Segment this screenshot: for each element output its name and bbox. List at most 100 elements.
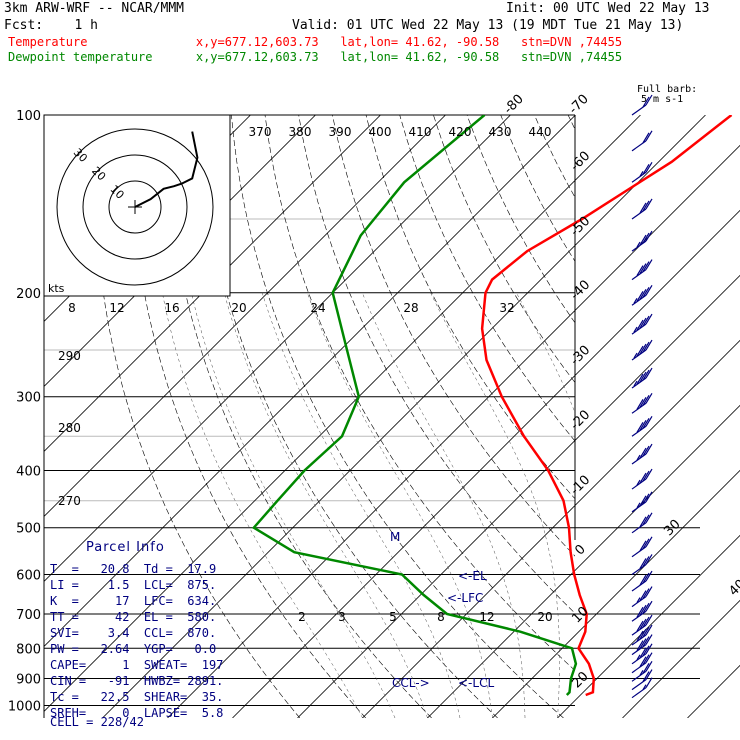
wind-barb-flag	[642, 662, 650, 674]
wind-barb	[631, 198, 653, 220]
theta-e-label: 430	[489, 125, 512, 139]
wind-barb-flag	[642, 616, 650, 628]
dewpoint-legend: Dewpoint temperature x,y=677.12,603.73 l…	[8, 50, 623, 64]
isotherm-line	[44, 115, 641, 713]
dry-adiabat	[163, 115, 432, 718]
dry-adiabat	[500, 115, 575, 262]
isobar-lines	[43, 114, 700, 718]
dry-adiabat	[332, 115, 575, 557]
dry-adiabat	[129, 115, 366, 718]
wind-barb	[631, 570, 653, 592]
theta-e-label: 390	[329, 125, 352, 139]
parcel-row: SVI= 3.4 CCL= 870.	[50, 626, 217, 640]
wind-barb-flag	[642, 394, 650, 406]
isotherm-line	[622, 599, 740, 718]
wind-barb	[631, 415, 653, 437]
dry-adiabat	[197, 115, 498, 718]
wind-barb-flag	[645, 600, 653, 612]
wind-barb-flag	[642, 671, 650, 682]
dry-adiabat	[298, 115, 575, 614]
wind-barb-flag	[642, 645, 650, 657]
isotherm-line	[44, 115, 511, 583]
wind-barb-flag	[642, 556, 650, 567]
wind-barb-flag	[639, 590, 647, 601]
level-annotation: <-LCL	[458, 676, 494, 690]
theta-e-label: 420	[449, 125, 472, 139]
isotherm-label: -60	[568, 149, 594, 175]
temperature-legend: Temperature x,y=677.12,603.73 lat,lon= 4…	[8, 35, 623, 49]
parcel-row: LI = 1.5 LCL= 875.	[50, 578, 217, 592]
wind-barb-half	[639, 669, 644, 676]
wind-barb-flag	[639, 288, 647, 300]
barb-key-line1: Full barb:	[637, 84, 698, 95]
moist-adiabat	[655, 293, 726, 718]
speed-tick-label: 12	[109, 301, 124, 315]
wind-barb-flag	[645, 443, 653, 455]
wind-barb-flag	[642, 654, 650, 666]
wind-barb	[631, 586, 653, 608]
moist-adiabat	[223, 292, 428, 718]
mixing-ratio-label: 12	[479, 610, 494, 624]
theta-e-label: 380	[289, 125, 312, 139]
isotherm-line	[44, 115, 576, 648]
dry-adiabat	[264, 115, 575, 671]
wind-barb-flag	[645, 491, 653, 503]
axis-labels: 100 200 300 400 500 600 700 800 900 1000 -80 -70 -60…	[8, 92, 740, 715]
dry-adiabat	[231, 115, 564, 718]
wind-barb-flag	[645, 367, 653, 379]
parcel-info-box: Parcel Info T = 20.8 Td = 17.9 LI = 1.5 …	[44, 537, 234, 729]
wind-barb-flag	[642, 636, 650, 647]
wind-barb-flag	[642, 261, 650, 272]
wind-barb-half	[636, 241, 641, 248]
parcel-row: PW = 2.64 YGP= 0.0	[50, 642, 217, 656]
wind-barb-flag	[645, 570, 653, 582]
pressure-tick-label: 500	[16, 522, 41, 537]
wind-barb-flag	[645, 415, 653, 427]
level-annotation: <-EL	[458, 569, 487, 583]
wind-barb-half	[636, 502, 641, 509]
speed-tick-label: 24	[310, 301, 325, 315]
wind-barb-flag	[639, 234, 647, 246]
wind-barb-flag	[639, 495, 647, 507]
isotherm-label: -50	[568, 214, 594, 240]
wind-barb	[631, 468, 653, 490]
wind-barb-flag	[645, 94, 653, 106]
wind-barb-flag	[645, 198, 653, 210]
level-annotation: <-LFC	[447, 591, 483, 605]
wind-barb	[631, 284, 653, 306]
hodograph-ring	[56, 128, 214, 286]
parcel-row: Tc = 22.5 SHEAR= 35.	[50, 690, 224, 704]
wind-barb-flag	[639, 396, 647, 408]
speed-tick-label: 16	[164, 301, 179, 315]
parcel-info-title: Parcel Info	[86, 540, 165, 555]
mixing-ratio-label: 20	[537, 610, 552, 624]
wind-barb-flag	[642, 417, 650, 429]
isotherm-label: -80	[501, 92, 527, 118]
wind-barb-flag	[645, 284, 653, 296]
wind-barb-flag	[645, 536, 653, 548]
pressure-tick-label: 600	[16, 568, 41, 583]
isotherm-label: -10	[568, 473, 594, 499]
wind-barb-flag	[642, 572, 650, 584]
wind-barb-flag	[645, 161, 653, 173]
hodograph-trace	[134, 131, 199, 208]
wind-barb-flag	[639, 371, 647, 383]
isotherm-line	[557, 534, 740, 718]
wind-barb-flag	[642, 232, 650, 244]
wind-barb-half	[636, 597, 641, 603]
isotherm-line	[427, 404, 740, 718]
wind-barb-flag	[636, 640, 644, 651]
mixing-ratio-label: 3	[338, 610, 346, 624]
wind-barb-flag	[636, 345, 644, 357]
barb-key-line2: 5 m s-1	[641, 94, 684, 105]
hodograph-units: kts	[48, 282, 65, 295]
speed-tick-label: 32	[499, 301, 514, 315]
wind-barb-flag	[645, 614, 653, 626]
pressure-tick-label: 300	[16, 391, 41, 406]
wind-barb-flag	[636, 421, 644, 433]
wind-barb-flag	[636, 630, 644, 642]
wind-barb-flag	[642, 602, 650, 614]
wind-barb-flag	[642, 626, 650, 638]
wind-barb	[631, 652, 653, 674]
wind-barb-flag	[642, 514, 650, 526]
